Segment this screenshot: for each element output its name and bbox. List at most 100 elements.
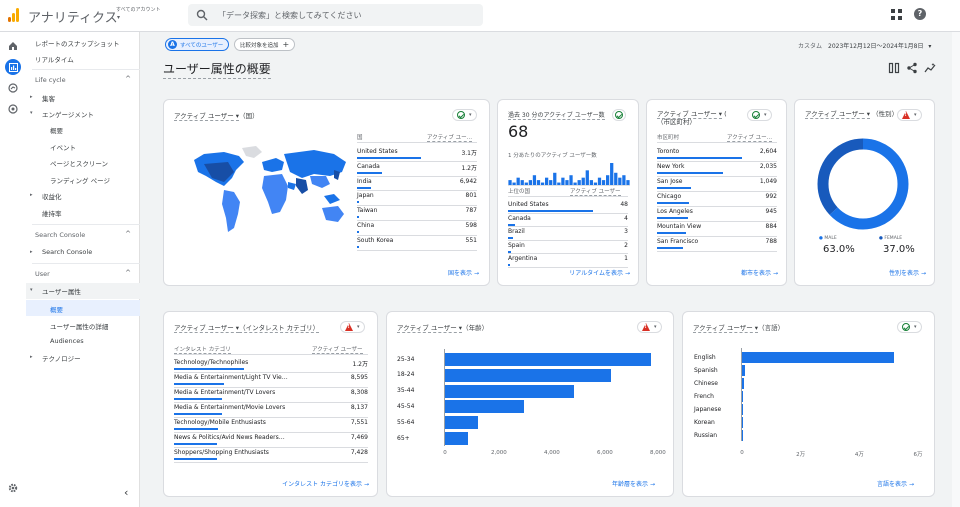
- expand-arrow-icon[interactable]: ▸: [30, 94, 33, 100]
- page-scrollbar[interactable]: [952, 32, 960, 507]
- card-title[interactable]: アクティブ ユーザー ▾（言語）: [693, 324, 785, 333]
- spark-bar[interactable]: [577, 180, 581, 185]
- spark-bar[interactable]: [545, 177, 549, 185]
- view-cities-link[interactable]: 都市を表示: [741, 268, 778, 277]
- spark-bar[interactable]: [512, 182, 516, 185]
- spark-bar[interactable]: [528, 180, 532, 185]
- spark-bar[interactable]: [557, 182, 561, 185]
- table-row[interactable]: San Francisco 788: [657, 238, 777, 249]
- bar[interactable]: [444, 416, 479, 430]
- collapse-arrow-icon[interactable]: ▾: [30, 110, 33, 116]
- data-quality-badge[interactable]: ▾: [747, 109, 772, 121]
- table-row[interactable]: Mountain View 884: [657, 223, 777, 234]
- language-bar-chart[interactable]: English Spanish Chinese French Japanese Korea…: [683, 312, 934, 496]
- sidebar-item-technology[interactable]: テクノロジー: [42, 355, 81, 363]
- spark-bar[interactable]: [622, 175, 626, 185]
- analytics-logo-icon[interactable]: [8, 8, 20, 22]
- table-header-dim[interactable]: インタレスト カテゴリ: [174, 347, 231, 354]
- collapse-sidebar-icon[interactable]: ‹: [124, 486, 129, 499]
- data-quality-badge[interactable]: ▾: [637, 321, 662, 333]
- table-row[interactable]: Taiwan 787: [357, 207, 477, 219]
- account-caret-icon[interactable]: ▾: [117, 14, 121, 21]
- table-row[interactable]: Canada 4: [508, 215, 628, 226]
- sidebar-item-events[interactable]: イベント: [50, 144, 76, 152]
- spark-bar[interactable]: [601, 180, 606, 185]
- data-quality-badge[interactable]: ▾: [897, 321, 922, 333]
- view-gender-link[interactable]: 性別を表示: [889, 268, 926, 277]
- spark-bar[interactable]: [618, 177, 622, 185]
- spark-bar[interactable]: [540, 182, 545, 185]
- table-header-value[interactable]: アクティブ ユーザー: [312, 347, 363, 354]
- card-title[interactable]: アクティブ ユーザー ▾（国）: [174, 112, 259, 121]
- view-age-link[interactable]: 年齢層を表示: [612, 479, 655, 488]
- spark-bar[interactable]: [565, 180, 569, 185]
- sidebar-section-lifecycle[interactable]: Life cycle: [35, 76, 66, 84]
- table-header-value[interactable]: アクティブ ユー…: [427, 135, 473, 142]
- data-quality-badge[interactable]: ▾: [452, 109, 477, 121]
- world-map[interactable]: [184, 142, 356, 240]
- per-minute-bar-chart[interactable]: [508, 162, 630, 186]
- sidebar-section-search-console[interactable]: Search Console: [35, 231, 86, 239]
- sidebar-item-demographic-details[interactable]: ユーザー属性の詳細: [50, 323, 109, 331]
- chevron-up-icon[interactable]: ^: [125, 75, 131, 83]
- data-quality-badge[interactable]: [612, 109, 626, 121]
- bar[interactable]: [444, 384, 574, 398]
- bar[interactable]: [741, 404, 743, 415]
- table-row[interactable]: Canada 1.2万: [357, 163, 477, 174]
- sidebar-item-pages-screens[interactable]: ページとスクリーン: [50, 160, 109, 168]
- table-row[interactable]: News & Politics/Avid News Readers… 7,469: [174, 434, 368, 445]
- table-row[interactable]: China 598: [357, 222, 477, 233]
- table-row[interactable]: South Korea 551: [357, 237, 477, 248]
- bar[interactable]: [741, 378, 744, 389]
- sidebar-item-demographics[interactable]: ユーザー属性: [42, 288, 81, 296]
- spark-bar[interactable]: [593, 182, 598, 185]
- table-row[interactable]: Technology/Technophiles 1.2万: [174, 359, 368, 370]
- card-title[interactable]: アクティブ ユーザー ▾（年齢）: [397, 324, 489, 333]
- sidebar-item-snapshot[interactable]: レポートのスナップショット: [35, 40, 120, 48]
- spark-bar[interactable]: [524, 182, 528, 185]
- table-row[interactable]: Spain 2: [508, 242, 628, 253]
- spark-bar[interactable]: [508, 180, 512, 185]
- spark-bar[interactable]: [573, 182, 577, 185]
- chevron-up-icon[interactable]: ^: [125, 230, 131, 238]
- spark-bar[interactable]: [606, 175, 610, 185]
- data-quality-badge[interactable]: ▾: [897, 109, 922, 121]
- home-icon[interactable]: [5, 38, 21, 54]
- bar[interactable]: [741, 352, 894, 363]
- spark-bar[interactable]: [532, 175, 537, 185]
- expand-arrow-icon[interactable]: ▸: [30, 249, 33, 255]
- sidebar-item-audiences[interactable]: Audiences: [50, 337, 84, 345]
- gender-donut-chart[interactable]: [815, 136, 911, 232]
- view-countries-link[interactable]: 国を表示: [448, 268, 479, 277]
- bar[interactable]: [444, 368, 611, 382]
- donut-slice-male[interactable]: [817, 138, 909, 230]
- advertising-icon[interactable]: [5, 101, 21, 117]
- explore-icon[interactable]: [5, 80, 21, 96]
- card-title[interactable]: アクティブ ユーザー ▾ (（市区町村）: [657, 110, 727, 126]
- collapse-arrow-icon[interactable]: ▾: [30, 287, 33, 293]
- age-bar-chart[interactable]: 25-34 18-24 35-44 45-54 55-64 65+ 0 2,000 4,000 6…: [387, 312, 673, 496]
- spark-bar[interactable]: [585, 170, 589, 185]
- table-row[interactable]: New York 2,035: [657, 163, 777, 174]
- spark-bar[interactable]: [553, 172, 557, 185]
- search-bar[interactable]: 「データ探索」と検索してみてください: [188, 4, 483, 26]
- reports-icon[interactable]: [5, 59, 21, 75]
- table-row[interactable]: Chicago 992: [657, 193, 777, 204]
- bar[interactable]: [444, 353, 651, 366]
- spark-bar[interactable]: [597, 177, 602, 185]
- spark-bar[interactable]: [516, 177, 520, 185]
- sidebar-item-search-console[interactable]: Search Console: [42, 248, 93, 256]
- bar[interactable]: [741, 417, 743, 428]
- table-row[interactable]: Toronto 2,604: [657, 148, 777, 159]
- add-comparison-button[interactable]: 比較対象を追加 +: [234, 38, 296, 51]
- view-interests-link[interactable]: インタレスト カテゴリを表示: [282, 479, 369, 488]
- help-icon[interactable]: ?: [914, 8, 926, 20]
- table-row[interactable]: Media & Entertainment/TV Lovers 8,308: [174, 389, 368, 400]
- spark-bar[interactable]: [614, 172, 618, 185]
- sidebar-item-engagement-overview[interactable]: 概要: [50, 127, 63, 135]
- spark-bar[interactable]: [520, 180, 524, 185]
- bar[interactable]: [444, 432, 468, 445]
- apps-grid-icon[interactable]: [891, 9, 902, 20]
- spark-bar[interactable]: [569, 175, 573, 185]
- spark-bar[interactable]: [589, 180, 593, 185]
